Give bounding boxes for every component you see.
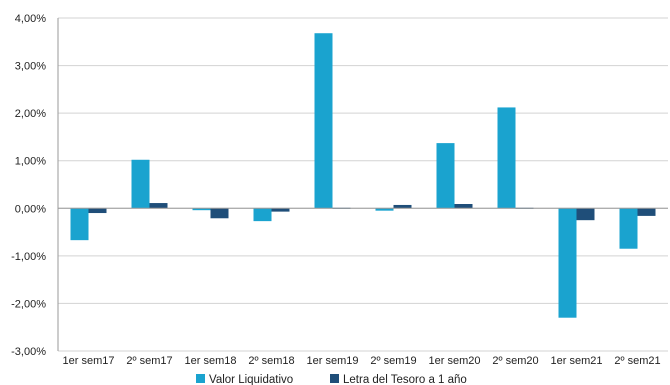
y-tick-label: -3,00% <box>11 346 46 358</box>
bar-valor-liquidativo <box>558 208 577 318</box>
y-tick-label: -1,00% <box>11 251 46 263</box>
bar-letra-tesoro <box>88 208 107 214</box>
y-tick-label: -2,00% <box>11 298 46 310</box>
x-tick-label: 2º sem21 <box>614 355 660 367</box>
bar-letra-tesoro <box>637 208 656 216</box>
y-tick-label: 2,00% <box>15 108 46 120</box>
bar-valor-liquidativo <box>131 159 150 209</box>
bar-valor-liquidativo <box>497 107 516 209</box>
x-tick-label: 2º sem20 <box>492 355 538 367</box>
bar-valor-liquidativo <box>375 208 394 211</box>
bar-letra-tesoro <box>149 203 168 209</box>
bar-valor-liquidativo <box>70 208 89 241</box>
x-tick-label: 1er sem21 <box>551 355 603 367</box>
legend-label: Letra del Tesoro a 1 año <box>343 374 467 385</box>
bar-valor-liquidativo <box>619 208 638 249</box>
bar-valor-liquidativo <box>436 143 455 209</box>
y-tick-label: 4,00% <box>15 13 46 25</box>
legend-swatch <box>330 374 339 383</box>
x-tick-label: 2º sem18 <box>248 355 294 367</box>
bar-valor-liquidativo <box>314 33 333 209</box>
x-tick-label: 1er sem17 <box>63 355 115 367</box>
legend: Valor Liquidativo Letra del Tesoro a 1 añ… <box>196 374 467 385</box>
y-tick-label: 0,00% <box>15 203 46 215</box>
x-tick-label: 1er sem19 <box>307 355 359 367</box>
x-tick-label: 2º sem19 <box>370 355 416 367</box>
y-axis: -3,00% -2,00% -1,00% 0,00% 1,00% 2,00% 3,00% 4,… <box>11 13 59 358</box>
x-tick-label: 2º sem17 <box>126 355 172 367</box>
y-tick-label: 1,00% <box>15 156 46 168</box>
legend-label: Valor Liquidativo <box>209 374 293 385</box>
bar-valor-liquidativo <box>192 208 211 211</box>
bars <box>70 33 656 318</box>
bar-letra-tesoro <box>454 204 473 209</box>
bar-valor-liquidativo <box>253 208 272 222</box>
legend-swatch <box>196 374 205 383</box>
x-axis: 1er sem17 2º sem17 1er sem18 2º sem18 1er se… <box>58 207 668 367</box>
x-tick-label: 1er sem18 <box>185 355 237 367</box>
bar-letra-tesoro <box>271 208 290 212</box>
y-tick-label: 3,00% <box>15 61 46 73</box>
bar-letra-tesoro <box>210 208 229 219</box>
x-tick-label: 1er sem20 <box>429 355 481 367</box>
bar-letra-tesoro <box>393 204 412 209</box>
bar-letra-tesoro <box>576 208 595 221</box>
